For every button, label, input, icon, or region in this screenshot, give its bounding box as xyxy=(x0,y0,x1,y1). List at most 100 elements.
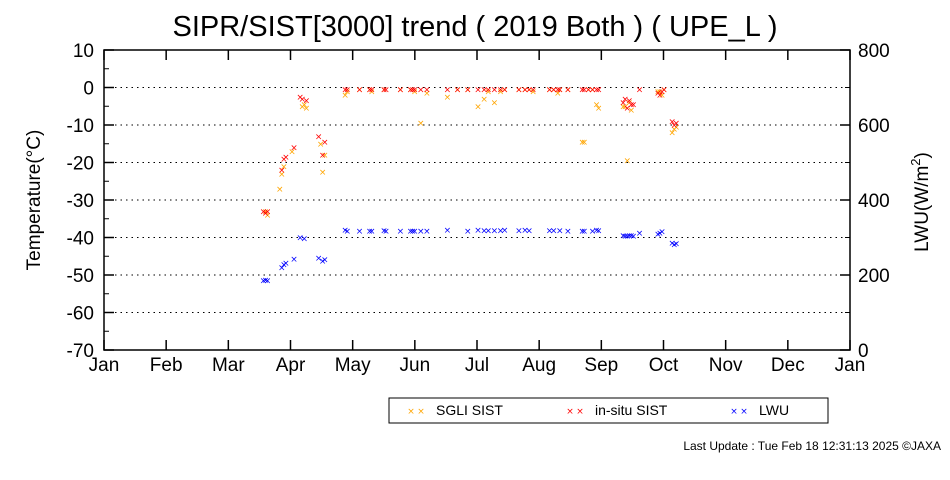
data-point: × xyxy=(595,104,603,114)
data-point: × xyxy=(319,151,327,161)
x-tick-label: Jun xyxy=(400,355,431,376)
data-point: × xyxy=(491,99,499,109)
data-point: × xyxy=(454,85,462,95)
data-point: × xyxy=(454,85,462,95)
data-point: × xyxy=(264,276,272,286)
data-point: × xyxy=(319,257,327,267)
data-point: × xyxy=(658,91,666,101)
data-point: × xyxy=(654,89,662,99)
data-point: × xyxy=(321,138,329,148)
data-point: × xyxy=(654,230,662,240)
data-point: × xyxy=(423,85,431,95)
data-point: × xyxy=(546,85,554,95)
y2-tick-label: 400 xyxy=(858,191,890,212)
data-point: × xyxy=(303,104,311,114)
data-point: × xyxy=(474,226,482,236)
data-point: × xyxy=(407,85,415,95)
data-point: × xyxy=(623,104,631,114)
data-point: × xyxy=(356,85,364,95)
data-point: × xyxy=(585,85,593,95)
data-point: × xyxy=(515,226,523,236)
data-point: × xyxy=(464,85,472,95)
data-point: × xyxy=(658,228,666,238)
y-tick-label: -10 xyxy=(67,116,94,137)
data-point: × xyxy=(564,227,572,237)
y-tick-label: 10 xyxy=(73,41,94,62)
data-point: × xyxy=(515,85,523,95)
data-point: × xyxy=(464,85,472,95)
data-point: × xyxy=(491,85,499,95)
data-point: × xyxy=(546,226,554,236)
data-point: × xyxy=(366,227,374,237)
data-point: × xyxy=(628,100,636,110)
data-point: × xyxy=(521,85,529,95)
data-point: × xyxy=(556,85,564,95)
y2-tick-label: 600 xyxy=(858,116,890,137)
data-point: × xyxy=(411,85,419,95)
data-point: × xyxy=(276,185,284,195)
x-tick-label: Jan xyxy=(89,355,120,376)
data-point: × xyxy=(595,85,603,95)
y2-axis-label-main: LWU(W/m xyxy=(912,166,933,252)
legend-label: SGLI SIST xyxy=(436,402,503,418)
data-point: × xyxy=(298,95,306,105)
data-point: × xyxy=(397,85,405,95)
data-point: × xyxy=(668,239,676,249)
data-point: × xyxy=(260,207,268,217)
data-point: × xyxy=(525,85,533,95)
data-point: × xyxy=(382,85,390,95)
legend-label: LWU xyxy=(759,402,789,418)
data-point: × xyxy=(341,91,349,101)
y2-axis-label-end: ) xyxy=(912,152,933,158)
y-tick-label: -20 xyxy=(67,154,94,175)
data-point: × xyxy=(411,87,419,97)
x-tick-label: Aug xyxy=(522,355,556,376)
data-point: × xyxy=(321,151,329,161)
data-point: × xyxy=(484,85,492,95)
data-point: × xyxy=(556,226,564,236)
data-point: × xyxy=(585,85,593,95)
data-point: × xyxy=(589,85,597,95)
data-point: × xyxy=(343,227,351,237)
data-point: × xyxy=(673,123,681,133)
data-point: × xyxy=(397,227,405,237)
data-point: × xyxy=(625,232,633,242)
data-point: × xyxy=(282,153,290,163)
data-point: × xyxy=(480,95,488,105)
data-point: × xyxy=(278,264,286,274)
data-point: × xyxy=(497,87,505,97)
data-point: × xyxy=(382,227,390,237)
data-point: × xyxy=(556,85,564,95)
data-point: × xyxy=(423,89,431,99)
data-point: × xyxy=(260,276,268,286)
data-point: × xyxy=(356,85,364,95)
legend-marker: × xyxy=(740,407,748,417)
data-point: × xyxy=(529,85,537,95)
data-point: × xyxy=(550,85,558,95)
data-point: × xyxy=(521,85,529,95)
data-point: × xyxy=(317,140,325,150)
x-tick-label: Oct xyxy=(649,355,679,376)
y-tick-label: 0 xyxy=(83,79,94,100)
data-point: × xyxy=(301,100,309,110)
data-point: × xyxy=(264,207,272,217)
data-point: × xyxy=(280,162,288,172)
data-point: × xyxy=(668,117,676,127)
data-point: × xyxy=(423,227,431,237)
data-point: × xyxy=(619,231,627,241)
data-point: × xyxy=(409,85,417,95)
data-point: × xyxy=(525,226,533,236)
last-update-footer: Last Update : Tue Feb 18 12:31:13 2025 ©… xyxy=(683,439,941,453)
data-point: × xyxy=(660,85,668,95)
data-point: × xyxy=(595,226,603,236)
x-tick-label: Apr xyxy=(276,355,306,376)
data-point: × xyxy=(589,85,597,95)
legend-box xyxy=(388,397,829,424)
data-point: × xyxy=(303,97,311,107)
grid xyxy=(104,87,850,313)
data-point: × xyxy=(315,132,323,142)
y-tick-label: -70 xyxy=(67,341,94,362)
data-point: × xyxy=(341,85,349,95)
data-point: × xyxy=(581,227,589,237)
